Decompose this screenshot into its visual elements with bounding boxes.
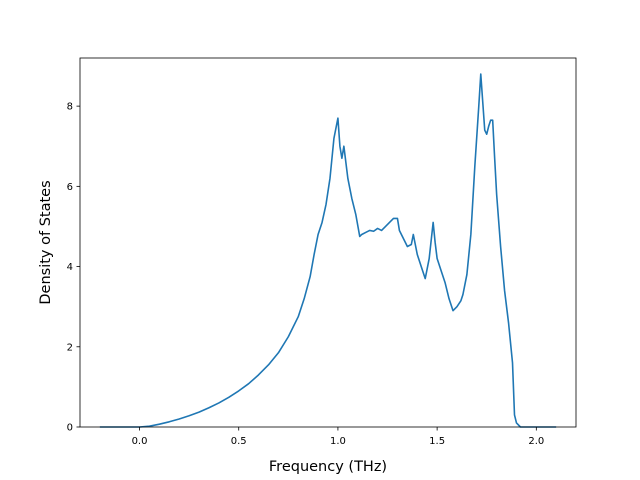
x-tick-label: 1.5 <box>429 436 445 447</box>
y-axis-label: Density of States <box>38 180 54 304</box>
x-tick-label: 1.0 <box>330 436 346 447</box>
x-axis-label: Frequency (THz) <box>269 459 387 475</box>
y-tick-label: 2 <box>67 342 73 353</box>
y-tick-label: 8 <box>67 102 73 113</box>
x-tick-label: 0.5 <box>231 436 247 447</box>
plot-area <box>99 73 557 428</box>
x-tick-label: 0.0 <box>132 436 148 447</box>
dos-series-line <box>99 73 557 428</box>
axis-ticks: 0.0 0.5 1.0 1.5 2.0 0 2 4 6 8 <box>67 102 545 447</box>
y-tick-label: 6 <box>67 182 73 193</box>
y-tick-label: 0 <box>67 423 73 434</box>
axes-frame <box>79 57 577 428</box>
y-tick-label: 4 <box>67 262 73 273</box>
x-tick-label: 2.0 <box>528 436 544 447</box>
